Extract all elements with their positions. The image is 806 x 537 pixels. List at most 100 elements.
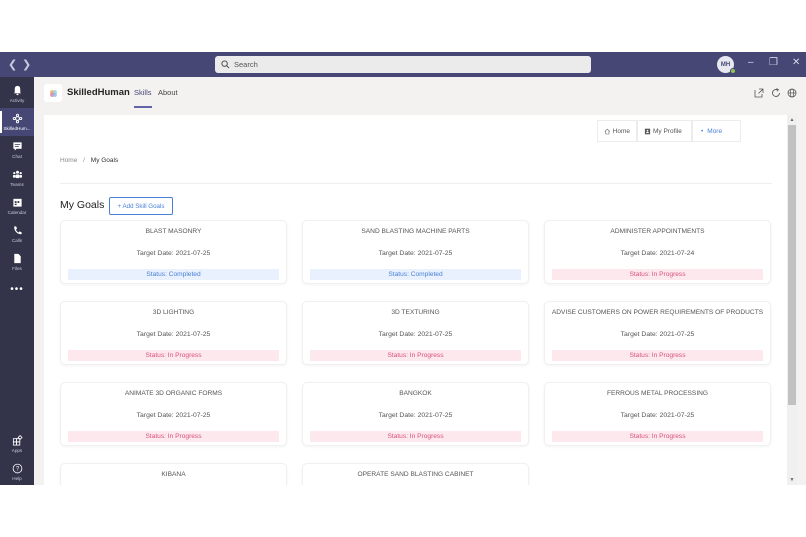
rail-label: Activity (9, 98, 25, 103)
top-nav-buttons: Home My Profile • More (597, 120, 741, 142)
goal-target-date: Target Date: 2021-07-25 (378, 250, 453, 257)
teams-icon (12, 170, 22, 179)
goal-card[interactable]: BLAST MASONRY Target Date: 2021-07-25 St… (60, 220, 287, 284)
refresh-icon[interactable] (771, 88, 781, 98)
search-icon (221, 60, 230, 69)
back-arrow-icon[interactable]: ❮ (8, 59, 18, 71)
goal-card[interactable]: 3D TEXTURING Target Date: 2021-07-25 Sta… (302, 301, 529, 365)
status-badge: Status: In Progress (552, 431, 763, 442)
content-panel: Home My Profile • More Home / My Goals M… (44, 115, 787, 485)
rail-item-calls[interactable]: Calls (0, 220, 34, 248)
minimize-icon[interactable]: – (748, 57, 754, 68)
calendar-icon (12, 198, 22, 207)
goal-card[interactable]: SAND BLASTING MACHINE PARTS Target Date:… (302, 220, 529, 284)
home-button[interactable]: Home (597, 120, 637, 142)
my-profile-button[interactable]: My Profile (637, 120, 692, 142)
goal-target-date: Target Date: 2021-07-25 (620, 331, 695, 338)
app-header: SkilledHuman Skills About (34, 77, 806, 115)
breadcrumb: Home / My Goals (60, 157, 118, 164)
goal-target-date: Target Date: 2021-07-25 (136, 412, 211, 419)
goal-card[interactable]: OPERATE SAND BLASTING CABINET (302, 463, 529, 485)
goal-target-date: Target Date: 2021-07-25 (136, 250, 211, 257)
teams-window: ❮ ❯ MH – ❐ ✕ Activity SkilledHum... Chat… (0, 52, 806, 485)
status-badge: Status: In Progress (68, 431, 279, 442)
status-badge: Status: Completed (310, 269, 521, 280)
goal-target-date: Target Date: 2021-07-25 (378, 412, 453, 419)
my-profile-label: My Profile (653, 127, 682, 135)
svg-text:?: ? (15, 467, 19, 473)
tab-about[interactable]: About (158, 88, 178, 97)
goal-name: FERROUS METAL PROCESSING (606, 390, 709, 397)
file-icon (13, 253, 21, 264)
rail-item-files[interactable]: Files (0, 248, 34, 276)
globe-icon[interactable] (787, 88, 797, 98)
goal-card[interactable]: ADMINISTER APPOINTMENTS Target Date: 202… (544, 220, 771, 284)
goal-target-date: Target Date: 2021-07-24 (620, 250, 695, 257)
goal-card[interactable]: ADVISE CUSTOMERS ON POWER REQUIREMENTS O… (544, 301, 771, 365)
chat-icon (12, 142, 22, 151)
more-dropdown-button[interactable]: • More (692, 120, 741, 142)
goal-name: SAND BLASTING MACHINE PARTS (361, 228, 470, 235)
status-badge: Status: In Progress (552, 269, 763, 280)
rail-item-help[interactable]: ? Help (0, 458, 34, 485)
home-button-label: Home (612, 127, 630, 135)
rail-item-skilledhuman[interactable]: SkilledHum... (0, 108, 34, 136)
close-icon[interactable]: ✕ (792, 57, 801, 68)
maximize-icon[interactable]: ❐ (769, 57, 778, 68)
goal-target-date: Target Date: 2021-07-25 (620, 412, 695, 419)
status-badge: Status: In Progress (310, 431, 521, 442)
apps-icon (12, 435, 23, 446)
status-badge: Status: In Progress (552, 350, 763, 361)
status-badge: Status: In Progress (68, 350, 279, 361)
rail-label: Calendar (7, 210, 27, 215)
rail-item-chat[interactable]: Chat (0, 136, 34, 164)
app-rail: Activity SkilledHum... Chat Teams Calend… (0, 77, 34, 485)
skilledhuman-logo-icon (44, 84, 62, 102)
scrollbar-thumb[interactable] (788, 125, 796, 405)
goal-card[interactable]: 3D LIGHTING Target Date: 2021-07-25 Stat… (60, 301, 287, 365)
home-icon (604, 128, 611, 134)
tab-skills[interactable]: Skills (134, 88, 152, 108)
status-badge: Status: Completed (68, 269, 279, 280)
goal-name: ADVISE CUSTOMERS ON POWER REQUIREMENTS O… (551, 309, 764, 316)
search-box[interactable] (215, 56, 591, 73)
rail-item-more[interactable]: ••• (0, 276, 34, 304)
goal-card[interactable]: FERROUS METAL PROCESSING Target Date: 20… (544, 382, 771, 446)
rail-item-apps[interactable]: Apps (0, 430, 34, 458)
help-icon: ? (12, 463, 22, 474)
rail-label: Chat (12, 154, 22, 159)
divider (60, 183, 772, 184)
add-skill-goals-button[interactable]: + Add Skill Goals (109, 197, 173, 215)
page-title: My Goals (60, 199, 105, 211)
avatar[interactable]: MH (717, 56, 736, 74)
more-bullet-icon: • (701, 127, 704, 135)
goal-name: 3D TEXTURING (391, 309, 440, 316)
goal-card[interactable]: BANGKOK Target Date: 2021-07-25 Status: … (302, 382, 529, 446)
popout-icon[interactable] (754, 88, 764, 98)
breadcrumb-current: My Goals (90, 157, 119, 164)
goal-card[interactable]: KIBANA (60, 463, 287, 485)
search-input[interactable] (234, 60, 574, 69)
title-bar: ❮ ❯ MH – ❐ ✕ (0, 52, 806, 77)
rail-item-teams[interactable]: Teams (0, 164, 34, 192)
rail-item-activity[interactable]: Activity (0, 80, 34, 108)
scroll-down-arrow-icon[interactable]: ▼ (789, 477, 795, 483)
goal-card[interactable]: ANIMATE 3D ORGANIC FORMS Target Date: 20… (60, 382, 287, 446)
breadcrumb-separator: / (83, 157, 85, 164)
rail-label: Help (12, 476, 22, 481)
goal-name: KIBANA (161, 471, 186, 478)
breadcrumb-home[interactable]: Home (60, 157, 78, 164)
scroll-up-arrow-icon[interactable]: ▲ (789, 117, 795, 123)
status-badge: Status: In Progress (310, 350, 521, 361)
goal-name: ADMINISTER APPOINTMENTS (610, 228, 705, 235)
rail-label: Calls (11, 238, 23, 243)
forward-arrow-icon[interactable]: ❯ (22, 59, 32, 71)
goal-name: BLAST MASONRY (145, 228, 202, 235)
rail-label: Files (12, 266, 22, 271)
bell-icon (13, 85, 21, 96)
rail-label: SkilledHum... (3, 126, 31, 131)
vertical-scrollbar[interactable]: ▲ ▼ (787, 115, 797, 485)
goal-target-date: Target Date: 2021-07-25 (136, 331, 211, 338)
rail-item-calendar[interactable]: Calendar (0, 192, 34, 220)
phone-icon (13, 226, 22, 235)
